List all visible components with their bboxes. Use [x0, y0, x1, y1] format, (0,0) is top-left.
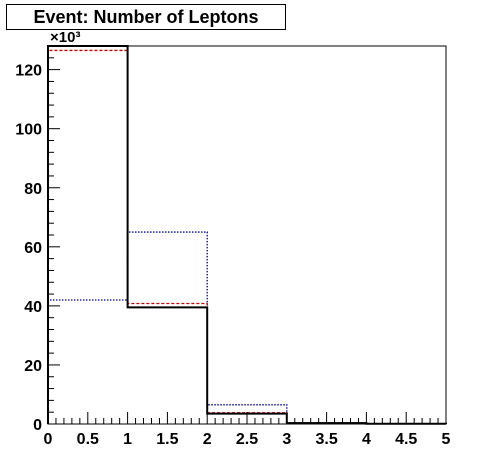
series-1-line [47, 49, 447, 425]
x-tick-label: 3 [282, 431, 291, 448]
series-layer [47, 45, 447, 425]
x-tick-label: 3.5 [315, 431, 337, 448]
plot-frame [47, 45, 447, 425]
y-tick-label: 100 [15, 122, 42, 139]
y-axis: 0 20 40 60 80 100 120 [15, 45, 60, 434]
y-tick-label: 20 [24, 358, 42, 375]
series-2 [47, 231, 447, 425]
y-tick-label: 0 [33, 417, 42, 434]
series-0-line [47, 45, 447, 425]
x-axis: 0 0.5 1 1.5 2 2.5 3 3.5 4 4.5 5 [44, 412, 451, 448]
series-1 [47, 49, 447, 425]
y-tick-label: 40 [24, 299, 42, 316]
y-tick-label: 60 [24, 240, 42, 257]
series-2-line [47, 231, 447, 425]
title-box: Event: Number of Leptons [6, 4, 286, 30]
series-0 [47, 45, 447, 425]
y-tick-label: 80 [24, 181, 42, 198]
x-tick-label: 1.5 [156, 431, 178, 448]
y-multiplier-label: ×10³ [50, 29, 80, 46]
x-tick-label: 2.5 [236, 431, 258, 448]
x-tick-label: 4 [362, 431, 371, 448]
x-tick-label: 5 [442, 431, 451, 448]
x-tick-label: 2 [203, 431, 212, 448]
x-tick-label: 1 [123, 431, 132, 448]
y-tick-label: 120 [15, 63, 42, 80]
x-tick-label: 0.5 [77, 431, 99, 448]
x-tick-label: 0 [44, 431, 53, 448]
x-tick-label: 4.5 [395, 431, 417, 448]
chart-title: Event: Number of Leptons [33, 7, 259, 27]
